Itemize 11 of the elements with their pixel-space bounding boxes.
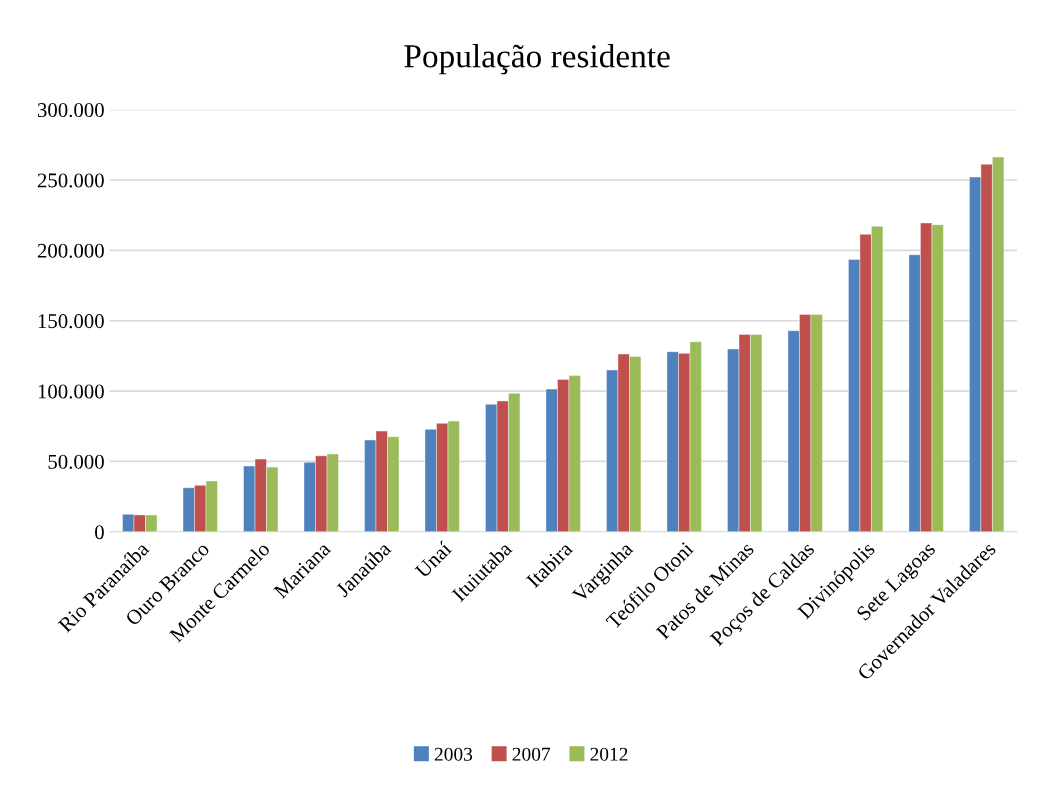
legend-label: 2007: [512, 747, 551, 761]
chart-title: População residente: [404, 44, 670, 75]
y-tick-label: 0: [95, 525, 104, 540]
y-tick-label: 50.000: [48, 454, 104, 469]
y-tick-label: 100.000: [38, 384, 104, 399]
y-tick-label: 300.000: [37, 103, 104, 118]
legend-label: 2012: [590, 747, 628, 761]
y-tick-label: 150.000: [38, 314, 104, 329]
y-tick-label: 200.000: [37, 243, 104, 258]
legend-label: 2003: [434, 747, 473, 761]
y-tick-label: 250.000: [37, 173, 104, 188]
